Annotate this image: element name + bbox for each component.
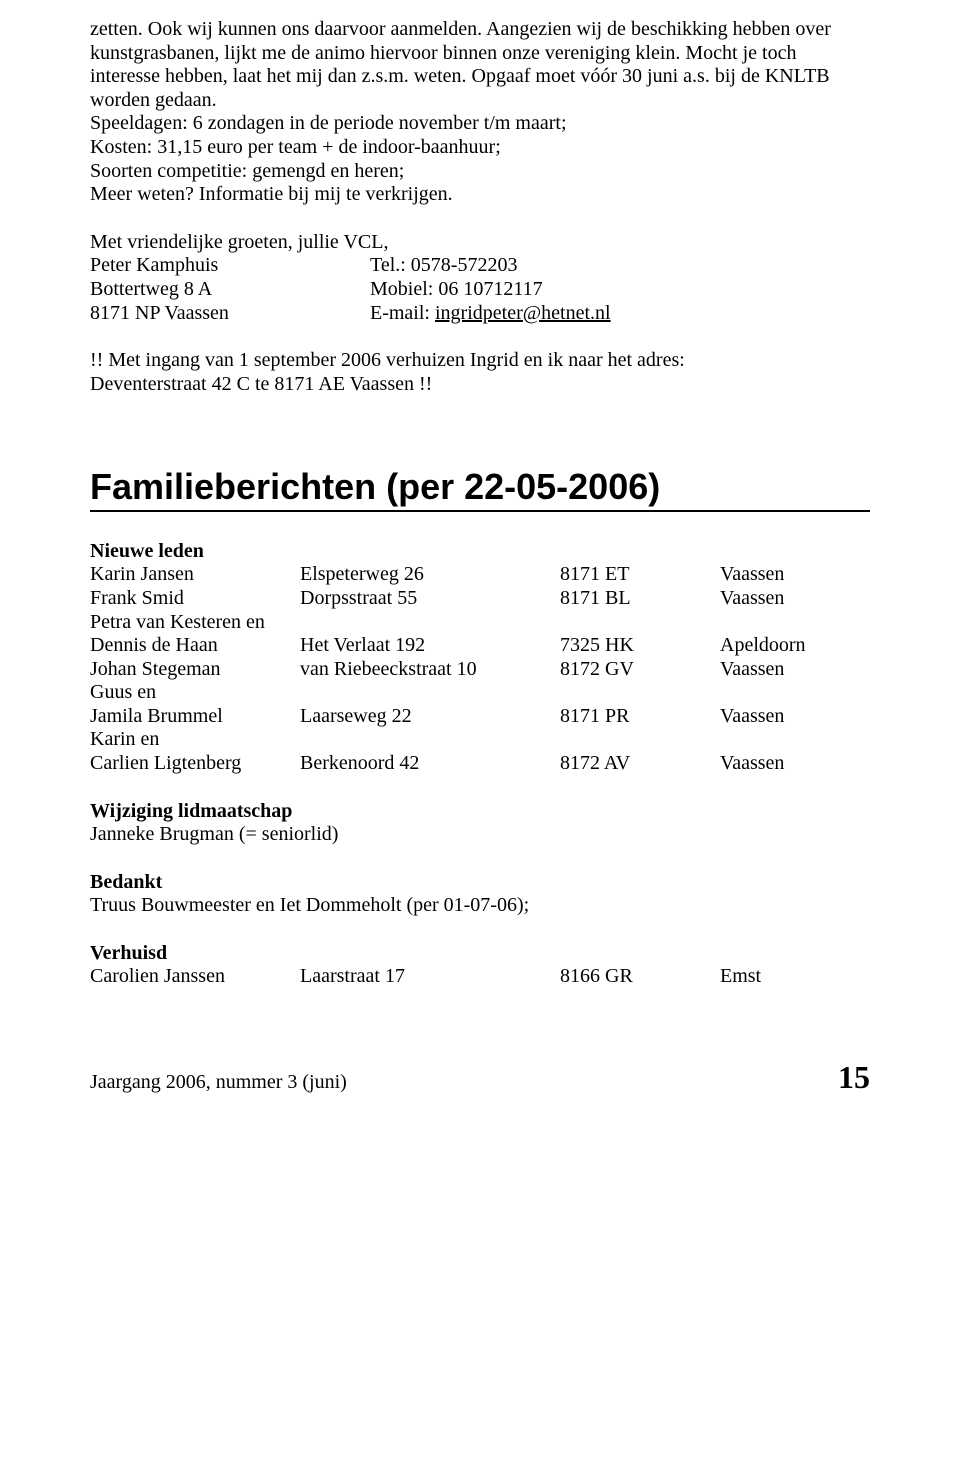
verhuisd-table: Carolien JanssenLaarstraat 178166 GREmst — [90, 965, 870, 989]
nieuwe-leden-cell — [720, 728, 870, 752]
nieuwe-leden-row: Johan Stegemanvan Riebeeckstraat 108172 … — [90, 658, 870, 682]
nieuwe-leden-row: Jamila BrummelLaarseweg 228171 PRVaassen — [90, 705, 870, 729]
nieuwe-leden-row: Carlien LigtenbergBerkenoord 428172 AVVa… — [90, 752, 870, 776]
verhuisd-cell: Laarstraat 17 — [300, 965, 560, 989]
subheading-verhuisd: Verhuisd — [90, 942, 870, 965]
moving-line-1: !! Met ingang van 1 september 2006 verhu… — [90, 349, 685, 371]
nieuwe-leden-cell: Het Verlaat 192 — [300, 634, 560, 658]
nieuwe-leden-cell: Johan Stegeman — [90, 658, 300, 682]
nieuwe-leden-cell: Vaassen — [720, 658, 870, 682]
nieuwe-leden-cell: Vaassen — [720, 752, 870, 776]
contact-email-value: ingridpeter@hetnet.nl — [435, 302, 611, 324]
nieuwe-leden-cell: Vaassen — [720, 587, 870, 611]
nieuwe-leden-row: Karin JansenElspeterweg 268171 ETVaassen — [90, 563, 870, 587]
moving-notice: !! Met ingang van 1 september 2006 verhu… — [90, 349, 870, 396]
contact-row-3: 8171 NP Vaassen E-mail: ingridpeter@hetn… — [90, 302, 611, 326]
nieuwe-leden-cell: Karin Jansen — [90, 563, 300, 587]
nieuwe-leden-cell — [560, 728, 720, 752]
nieuwe-leden-cell: Dorpsstraat 55 — [300, 587, 560, 611]
contact-email-label: E-mail: — [370, 302, 435, 324]
nieuwe-leden-cell — [560, 611, 720, 635]
moving-line-2: Deventerstraat 42 C te 8171 AE Vaassen !… — [90, 373, 432, 395]
nieuwe-leden-cell — [720, 681, 870, 705]
document-page: zetten. Ook wij kunnen ons daarvoor aanm… — [0, 0, 960, 1472]
closing-greeting: Met vriendelijke groeten, jullie VCL, — [90, 231, 870, 255]
nieuwe-leden-cell — [300, 681, 560, 705]
nieuwe-leden-table: Karin JansenElspeterweg 268171 ETVaassen… — [90, 563, 870, 775]
nieuwe-leden-cell: Karin en — [90, 728, 300, 752]
wijziging-line: Janneke Brugman (= seniorlid) — [90, 823, 338, 845]
nieuwe-leden-cell: 7325 HK — [560, 634, 720, 658]
nieuwe-leden-cell: 8171 PR — [560, 705, 720, 729]
contact-email-cell: E-mail: ingridpeter@hetnet.nl — [370, 302, 611, 326]
wijziging-block: Wijziging lidmaatschap Janneke Brugman (… — [90, 800, 870, 847]
nieuwe-leden-row: Petra van Kesteren en — [90, 611, 870, 635]
nieuwe-leden-cell: Vaassen — [720, 563, 870, 587]
contact-addr2: 8171 NP Vaassen — [90, 302, 370, 326]
contact-table: Peter Kamphuis Tel.: 0578-572203 Bottert… — [90, 254, 611, 325]
footer-left: Jaargang 2006, nummer 3 (juni) — [90, 1071, 347, 1094]
section-rule — [90, 510, 870, 512]
closing-block: Met vriendelijke groeten, jullie VCL, Pe… — [90, 231, 870, 325]
subheading-bedankt: Bedankt — [90, 871, 162, 893]
nieuwe-leden-cell: 8171 ET — [560, 563, 720, 587]
nieuwe-leden-cell — [300, 611, 560, 635]
intro-line-4: Soorten competitie: gemengd en heren; — [90, 160, 404, 182]
nieuwe-leden-cell: Dennis de Haan — [90, 634, 300, 658]
nieuwe-leden-cell: 8172 AV — [560, 752, 720, 776]
contact-row-1: Peter Kamphuis Tel.: 0578-572203 — [90, 254, 611, 278]
section-title-familieberichten: Familieberichten (per 22-05-2006) — [90, 466, 870, 508]
footer-page-number: 15 — [838, 1059, 870, 1096]
intro-paragraph: zetten. Ook wij kunnen ons daarvoor aanm… — [90, 18, 870, 207]
subheading-wijziging: Wijziging lidmaatschap — [90, 800, 292, 822]
verhuisd-row: Carolien JanssenLaarstraat 178166 GREmst — [90, 965, 870, 989]
nieuwe-leden-row: Karin en — [90, 728, 870, 752]
bedankt-line: Truus Bouwmeester en Iet Dommeholt (per … — [90, 894, 529, 916]
contact-addr1: Bottertweg 8 A — [90, 278, 370, 302]
nieuwe-leden-cell — [720, 611, 870, 635]
nieuwe-leden-row: Guus en — [90, 681, 870, 705]
subheading-nieuwe-leden: Nieuwe leden — [90, 540, 870, 563]
nieuwe-leden-cell: van Riebeeckstraat 10 — [300, 658, 560, 682]
intro-line-1: zetten. Ook wij kunnen ons daarvoor aanm… — [90, 18, 831, 111]
nieuwe-leden-cell: Petra van Kesteren en — [90, 611, 300, 635]
nieuwe-leden-row: Dennis de HaanHet Verlaat 1927325 HKApel… — [90, 634, 870, 658]
nieuwe-leden-cell: Jamila Brummel — [90, 705, 300, 729]
intro-line-3: Kosten: 31,15 euro per team + de indoor-… — [90, 136, 501, 158]
nieuwe-leden-cell: 8172 GV — [560, 658, 720, 682]
nieuwe-leden-row: Frank SmidDorpsstraat 558171 BLVaassen — [90, 587, 870, 611]
nieuwe-leden-cell: Vaassen — [720, 705, 870, 729]
bedankt-block: Bedankt Truus Bouwmeester en Iet Dommeho… — [90, 871, 870, 918]
contact-name: Peter Kamphuis — [90, 254, 370, 278]
nieuwe-leden-cell — [560, 681, 720, 705]
nieuwe-leden-cell: Berkenoord 42 — [300, 752, 560, 776]
contact-mobiel: Mobiel: 06 10712117 — [370, 278, 611, 302]
nieuwe-leden-cell: Laarseweg 22 — [300, 705, 560, 729]
contact-row-2: Bottertweg 8 A Mobiel: 06 10712117 — [90, 278, 611, 302]
page-footer: Jaargang 2006, nummer 3 (juni) 15 — [90, 1059, 870, 1096]
nieuwe-leden-cell — [300, 728, 560, 752]
verhuisd-cell: 8166 GR — [560, 965, 720, 989]
verhuisd-tbody: Carolien JanssenLaarstraat 178166 GREmst — [90, 965, 870, 989]
verhuisd-cell: Emst — [720, 965, 870, 989]
contact-tel: Tel.: 0578-572203 — [370, 254, 611, 278]
nieuwe-leden-cell: 8171 BL — [560, 587, 720, 611]
nieuwe-leden-cell: Carlien Ligtenberg — [90, 752, 300, 776]
intro-line-2: Speeldagen: 6 zondagen in de periode nov… — [90, 112, 567, 134]
nieuwe-leden-cell: Guus en — [90, 681, 300, 705]
nieuwe-leden-cell: Apeldoorn — [720, 634, 870, 658]
nieuwe-leden-cell: Elspeterweg 26 — [300, 563, 560, 587]
verhuisd-cell: Carolien Janssen — [90, 965, 300, 989]
nieuwe-leden-cell: Frank Smid — [90, 587, 300, 611]
intro-line-5: Meer weten? Informatie bij mij te verkri… — [90, 183, 453, 205]
nieuwe-leden-tbody: Karin JansenElspeterweg 268171 ETVaassen… — [90, 563, 870, 775]
